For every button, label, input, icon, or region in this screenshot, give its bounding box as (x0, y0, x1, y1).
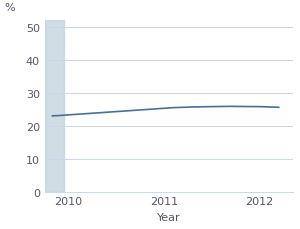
Y-axis label: %: % (5, 3, 15, 13)
X-axis label: Year: Year (157, 212, 181, 222)
Bar (45, 21, 64, 192)
